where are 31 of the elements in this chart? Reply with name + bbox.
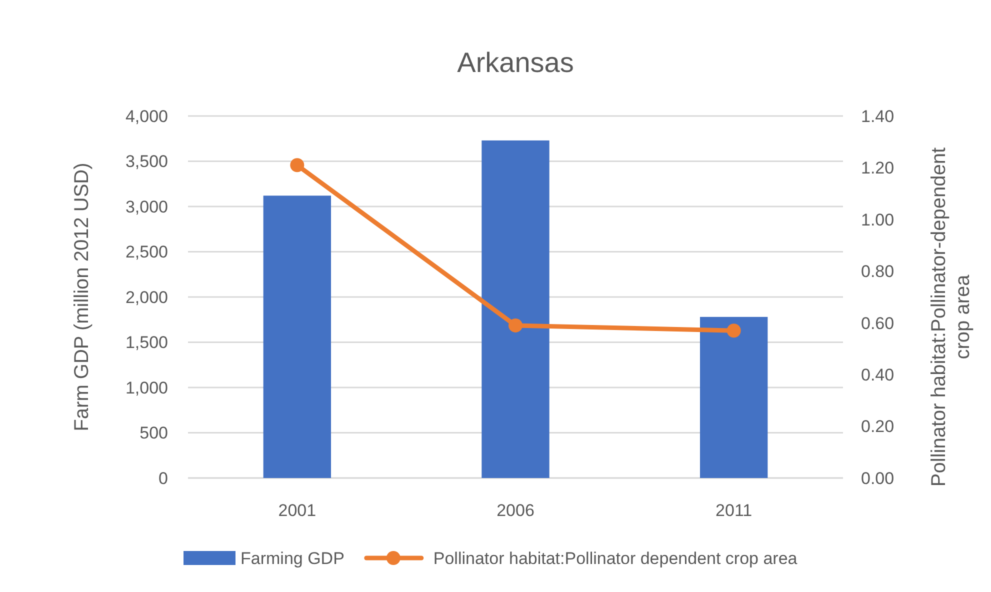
y-axis-title: Farm GDP (million 2012 USD) [71,162,93,432]
legend-label: Pollinator habitat:Pollinator dependent crop area [433,549,798,568]
bar [263,196,332,478]
y2-tick-label: 1.20 [861,158,894,178]
y-tick-label: 3,500 [125,152,168,172]
bar [700,316,768,478]
y2-tick-label: 1.00 [861,210,894,230]
point [290,158,304,172]
y2-tick-label: 0.80 [861,262,894,282]
bar [482,140,550,478]
x-tick-label: 2006 [496,501,534,520]
y2-tick-label: 0.00 [861,468,894,488]
x-tick-label: 2001 [278,501,316,520]
x-tick-label: 2011 [716,501,752,520]
point [508,318,522,332]
y2-tick-label: 0.40 [861,366,894,385]
y-tick-label: 1,500 [125,333,168,352]
y-tick-label: 1,000 [125,378,168,398]
point [726,324,741,338]
y2-tick-label: 0.60 [861,314,894,333]
y-tick-label: 2,500 [125,242,168,262]
y-tick-label: 500 [140,424,168,443]
y-tick-label: 3,000 [125,197,168,216]
y-tick-label: 4,000 [125,106,168,126]
y2-tick-label: 1.40 [861,106,894,126]
y-tick-label: 2,000 [125,288,168,307]
y2-axis-title: Pollinator habitat:Pollinator-dependent crop area [928,147,974,487]
chart-title: Arkansas [457,47,574,78]
y-tick-label: 0 [158,468,168,488]
y2-tick-label: 0.20 [861,417,894,436]
legend-label: Farming GDP [240,549,344,568]
